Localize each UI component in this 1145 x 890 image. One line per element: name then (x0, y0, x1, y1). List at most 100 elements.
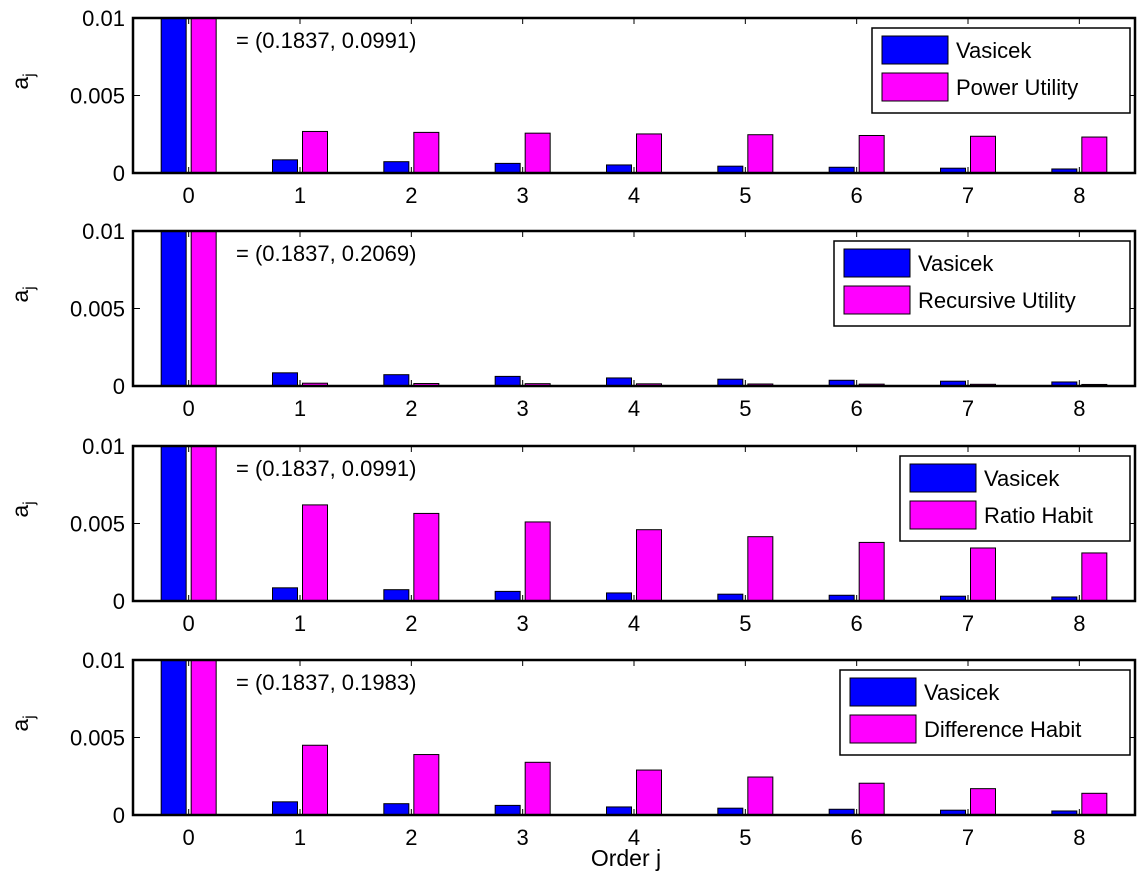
bar-vasicek-1 (272, 801, 298, 816)
x-tick-label-8: 8 (1073, 611, 1085, 636)
y-tick-label-0.01: 0.01 (82, 6, 125, 31)
legend-swatch-2 (849, 714, 917, 744)
bar-model-0 (190, 17, 217, 174)
x-tick-label-0: 0 (183, 396, 195, 421)
bar-vasicek-3 (494, 590, 521, 602)
legend-swatch-1 (849, 677, 917, 707)
bar-vasicek-3 (494, 162, 521, 174)
bar-model-6 (858, 782, 885, 816)
x-tick-label-4: 4 (628, 611, 640, 636)
y-axis-label: aj (7, 286, 38, 302)
legend-label-2: Power Utility (956, 75, 1078, 100)
legend-label-1: Vasicek (924, 680, 1000, 705)
bar-model-2 (413, 754, 440, 816)
x-tick-label-4: 4 (628, 825, 640, 850)
y-tick-label-0.005: 0.005 (70, 726, 125, 751)
y-tick-label-0.01: 0.01 (82, 434, 125, 459)
x-tick-label-1: 1 (294, 825, 306, 850)
x-tick-label-8: 8 (1073, 396, 1085, 421)
x-tick-label-3: 3 (517, 183, 529, 208)
bar-model-5 (747, 536, 774, 602)
bar-model-8 (1081, 552, 1108, 602)
legend-swatch-1 (881, 35, 949, 65)
bar-vasicek-2 (383, 589, 410, 602)
x-axis-label: Order j (591, 845, 661, 871)
bar-model-7 (970, 547, 996, 602)
x-tick-label-0: 0 (183, 825, 195, 850)
x-tick-label-1: 1 (294, 611, 306, 636)
x-tick-label-3: 3 (517, 396, 529, 421)
bar-model-0 (190, 445, 217, 602)
legend-label-2: Ratio Habit (984, 503, 1093, 528)
x-tick-label-0: 0 (183, 183, 195, 208)
legend-swatch-2 (881, 72, 949, 102)
bar-vasicek-0 (160, 17, 187, 174)
plot-frame (131, 444, 1137, 603)
bar-model-1 (302, 130, 328, 174)
x-tick-label-6: 6 (851, 825, 863, 850)
x-tick-label-2: 2 (405, 396, 417, 421)
y-tick-label-0: 0 (113, 161, 125, 186)
chart-panel-1: 0 1 2 3 4 5 6 7 8 0 0.005 0.01 aj = (0.1837, 0.0991) V… (7, 6, 1137, 208)
x-tick-label-2: 2 (405, 611, 417, 636)
bar-model-4 (636, 133, 662, 174)
annotation: = (0.1837, 0.2069) (236, 241, 416, 266)
x-tick-label-1: 1 (294, 183, 306, 208)
bar-model-4 (636, 529, 662, 602)
bar-model-1 (302, 504, 328, 602)
bar-vasicek-0 (160, 230, 187, 387)
x-tick-label-1: 1 (294, 396, 306, 421)
x-tick-label-5: 5 (739, 611, 751, 636)
x-tick-label-6: 6 (851, 396, 863, 421)
bar-vasicek-1 (272, 587, 298, 602)
x-tick-label-8: 8 (1073, 825, 1085, 850)
bar-vasicek-2 (383, 374, 410, 387)
bar-model-8 (1081, 136, 1108, 174)
annotation: = (0.1837, 0.0991) (236, 28, 416, 53)
y-tick-label-0.005: 0.005 (70, 512, 125, 537)
x-tick-label-3: 3 (517, 825, 529, 850)
y-axis-label: aj (7, 73, 38, 89)
legend-label-1: Vasicek (956, 38, 1032, 63)
y-tick-label-0.005: 0.005 (70, 84, 125, 109)
bar-model-2 (413, 512, 440, 602)
chart-panel-2: 0 1 2 3 4 5 6 7 8 0 0.005 0.01 aj = (0.1837, 0.2069) V… (7, 219, 1137, 421)
bar-vasicek-1 (272, 372, 298, 387)
bar-vasicek-2 (383, 161, 410, 174)
bar-model-7 (970, 788, 996, 816)
x-tick-label-7: 7 (962, 396, 974, 421)
bar-vasicek-0 (160, 445, 187, 602)
bar-vasicek-0 (160, 659, 187, 816)
x-tick-label-0: 0 (183, 611, 195, 636)
x-tick-label-6: 6 (851, 183, 863, 208)
bar-model-3 (524, 132, 551, 174)
chart-panel-4: 0 1 2 3 4 5 6 7 8 0 0.005 0.01 aj = (0.1837, 0.1983) V… (7, 648, 1137, 850)
legend-label-2: Difference Habit (924, 717, 1081, 742)
y-axis-label: aj (7, 501, 38, 517)
y-axis-label: aj (7, 715, 38, 731)
bar-vasicek-3 (494, 804, 521, 816)
legend-swatch-1 (843, 248, 911, 278)
bar-model-3 (524, 521, 551, 602)
bar-vasicek-3 (494, 375, 521, 387)
legend-label-1: Vasicek (918, 251, 994, 276)
x-tick-label-4: 4 (628, 396, 640, 421)
y-tick-label-0: 0 (113, 374, 125, 399)
bar-model-5 (747, 134, 774, 174)
annotation: = (0.1837, 0.0991) (236, 456, 416, 481)
bar-vasicek-2 (383, 803, 410, 816)
y-tick-label-0: 0 (113, 803, 125, 828)
x-tick-label-4: 4 (628, 183, 640, 208)
chart-panel-3: 0 1 2 3 4 5 6 7 8 0 0.005 0.01 aj = (0.1837, 0.0991) V… (7, 434, 1137, 636)
x-tick-label-3: 3 (517, 611, 529, 636)
bar-model-1 (302, 744, 328, 816)
x-tick-label-7: 7 (962, 183, 974, 208)
x-tick-label-8: 8 (1073, 183, 1085, 208)
plot-frame (131, 658, 1137, 817)
legend-label-2: Recursive Utility (918, 288, 1076, 313)
bar-model-4 (636, 769, 662, 816)
y-tick-label-0.01: 0.01 (82, 219, 125, 244)
x-tick-label-2: 2 (405, 183, 417, 208)
